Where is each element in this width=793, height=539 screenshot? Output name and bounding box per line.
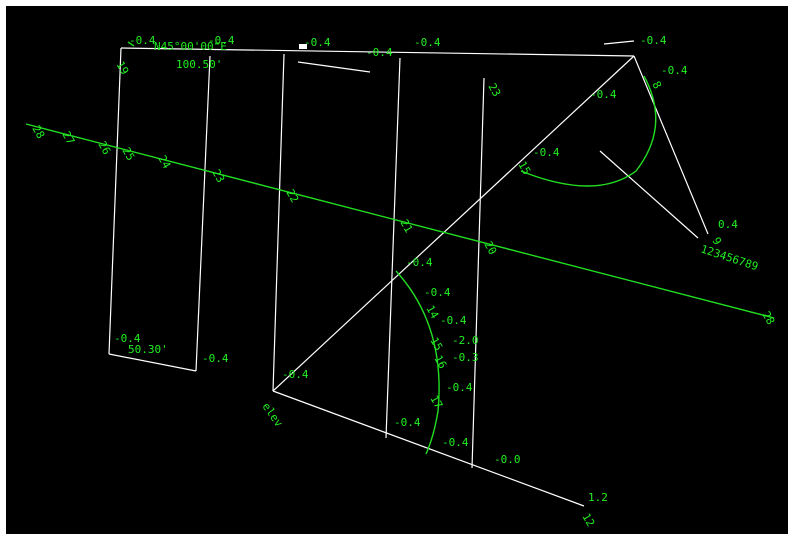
offset-label: -0.4 (414, 36, 441, 49)
offset-label: -0.4 (366, 46, 393, 59)
arc-tick-label: 17 (427, 393, 445, 411)
arc-tick-label: 16 (431, 353, 449, 371)
offset-label: -0.4 (446, 381, 473, 394)
offset-labels: -0.4 -0.4 -0.4 -0.4 -0.4 -0.4 -0.4 -0.4 … (114, 34, 738, 449)
cad-drawing: N45°00'00"E 100.50' 50.30' 123456789 ele… (25, 34, 777, 529)
offset-label: -0.4 (114, 332, 141, 345)
upper-arc-tick-labels: 9 8 15 (515, 79, 724, 247)
distance-top-label: 100.50' (176, 58, 222, 71)
axis-tick-label: 19 (113, 59, 131, 77)
post-line-3 (272, 53, 285, 392)
origin-label: elev (260, 400, 286, 429)
right-edge-line (633, 55, 709, 235)
top-edge-line (120, 47, 635, 57)
offset-label: -0.4 (202, 352, 229, 365)
bearing-label: N45°00'00"E (154, 40, 227, 53)
offset-label: -0.4 (394, 416, 421, 429)
post-line-5 (471, 77, 485, 469)
offset-label: -0.4 (590, 88, 617, 101)
axis-tick-label: 22 (283, 187, 301, 205)
post-line-2 (195, 55, 211, 372)
station-axis-line (25, 123, 775, 319)
offset-label: -0.4 (533, 146, 560, 159)
offset-label: -0.4 (640, 34, 667, 47)
offset-label: -0.4 (442, 436, 469, 449)
offset-label: -0.4 (424, 286, 451, 299)
annotation-texts: N45°00'00"E 100.50' 50.30' 123456789 ele… (128, 40, 777, 529)
bottom-left-line (108, 353, 197, 372)
axis-tick-label: 27 (59, 129, 77, 147)
distance-bottom-label: 50.30' (128, 343, 168, 356)
offset-label: 0.4 (718, 218, 738, 231)
axis-tick-label: 25 (119, 145, 137, 163)
zero-value-label: -0.0 (494, 453, 521, 466)
offset-label: -0.4 (282, 368, 309, 381)
post-line-1 (108, 47, 122, 355)
radial-line (599, 150, 699, 239)
axis-tick-label: 20 (481, 239, 499, 257)
lower-arc (395, 270, 440, 455)
offset-label: -0.4 (440, 314, 467, 327)
upper-arc (520, 75, 657, 187)
arc-tick-label: 14 (423, 303, 441, 321)
offset-label: -0.4 (129, 34, 156, 47)
short-top-line (297, 61, 371, 73)
axis-tick-label: 21 (397, 217, 415, 235)
green-linework (25, 41, 775, 455)
offset-label: -0.4 (304, 36, 331, 49)
offset-label: -2.0 (452, 334, 479, 347)
upper-arc-tick-label: 8 (649, 79, 664, 91)
axis-tick-label: 26 (95, 139, 113, 157)
post-line-4 (385, 57, 401, 439)
label-28: 28 (759, 309, 777, 327)
axis-tick-label: 28 (29, 123, 47, 141)
arc-tick-labels: 14 15 16 17 (423, 303, 449, 411)
cad-canvas[interactable]: N45°00'00"E 100.50' 50.30' 123456789 ele… (6, 6, 788, 534)
axis-tick-label: 24 (155, 153, 173, 171)
label-23: 23 (485, 81, 503, 99)
offset-label: -0.3 (452, 351, 479, 364)
top-right-tick-line (603, 40, 635, 45)
end-value-label: 1.2 (588, 491, 608, 504)
end-index-label: 12 (579, 511, 597, 529)
upper-arc-tick-label: 15 (515, 159, 533, 177)
arc-tick-label: 15 (427, 335, 445, 353)
digit-string-label: 123456789 (699, 242, 760, 273)
label-tick-1 (127, 41, 135, 47)
offset-label: -0.4 (661, 64, 688, 77)
offset-label: -0.4 (406, 256, 433, 269)
offset-label: -0.4 (208, 34, 235, 47)
axis-tick-labels: 28 27 26 25 24 23 22 21 20 19 (29, 59, 499, 257)
axis-tick-label: 23 (209, 167, 227, 185)
white-linework (108, 40, 709, 507)
diagonal-line (272, 55, 635, 392)
top-marker (299, 44, 307, 49)
